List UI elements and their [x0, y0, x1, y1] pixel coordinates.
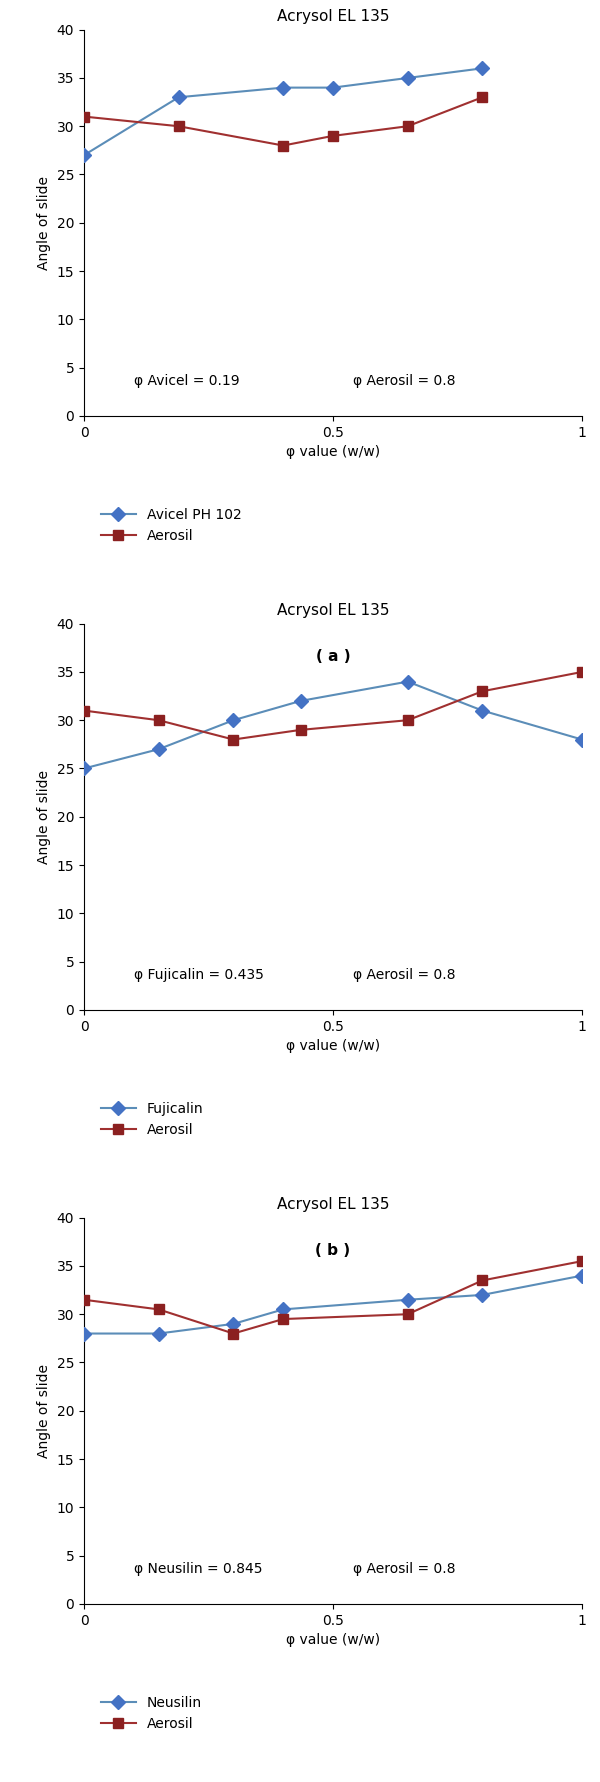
Neusilin — [80, 1322, 88, 1344]
Aerosil — [155, 1299, 163, 1320]
Line: Aerosil: Aerosil — [79, 1256, 587, 1338]
Neusilin — [230, 1313, 237, 1335]
Text: ( a ): ( a ) — [316, 649, 350, 665]
Title: Acrysol EL 135: Acrysol EL 135 — [277, 1198, 389, 1212]
Text: φ Neusilin = 0.845: φ Neusilin = 0.845 — [134, 1561, 262, 1575]
Y-axis label: Angle of slide: Angle of slide — [37, 770, 51, 864]
Title: Acrysol EL 135: Acrysol EL 135 — [277, 9, 389, 25]
Avicel PH 102 — [479, 57, 486, 78]
Title: Acrysol EL 135: Acrysol EL 135 — [277, 604, 389, 618]
Fujicalin — [230, 709, 237, 731]
Neusilin — [280, 1299, 287, 1320]
Line: Aerosil: Aerosil — [79, 666, 587, 745]
Aerosil — [230, 1322, 237, 1344]
Neusilin — [404, 1288, 412, 1310]
Aerosil — [404, 1303, 412, 1324]
Aerosil — [578, 1251, 586, 1272]
Text: φ Aerosil = 0.8: φ Aerosil = 0.8 — [353, 968, 455, 982]
Legend: Neusilin, Aerosil: Neusilin, Aerosil — [101, 1696, 202, 1730]
Avicel PH 102 — [175, 87, 182, 109]
Line: Avicel PH 102: Avicel PH 102 — [79, 64, 487, 160]
Aerosil — [404, 116, 412, 137]
X-axis label: φ value (w/w): φ value (w/w) — [286, 446, 380, 460]
Line: Aerosil: Aerosil — [79, 93, 487, 150]
Legend: Avicel PH 102, Aerosil: Avicel PH 102, Aerosil — [101, 508, 241, 544]
Aerosil — [578, 661, 586, 683]
Aerosil — [329, 125, 337, 146]
Aerosil — [479, 681, 486, 702]
Avicel PH 102 — [404, 68, 412, 89]
Aerosil — [80, 1288, 88, 1310]
Aerosil — [297, 720, 304, 741]
Aerosil — [80, 700, 88, 722]
Aerosil — [280, 1308, 287, 1329]
Fujicalin — [578, 729, 586, 750]
Text: ( b ): ( b ) — [316, 1242, 350, 1258]
Text: φ Aerosil = 0.8: φ Aerosil = 0.8 — [353, 374, 455, 388]
Neusilin — [479, 1285, 486, 1306]
Y-axis label: Angle of slide: Angle of slide — [37, 1363, 51, 1458]
Fujicalin — [404, 670, 412, 691]
Aerosil — [404, 709, 412, 731]
Fujicalin — [479, 700, 486, 722]
Line: Fujicalin: Fujicalin — [79, 677, 587, 773]
Text: φ Aerosil = 0.8: φ Aerosil = 0.8 — [353, 1561, 455, 1575]
Aerosil — [230, 729, 237, 750]
Neusilin — [155, 1322, 163, 1344]
Avicel PH 102 — [280, 77, 287, 98]
Aerosil — [479, 87, 486, 109]
Text: φ Avicel = 0.19: φ Avicel = 0.19 — [134, 374, 239, 388]
Legend: Fujicalin, Aerosil: Fujicalin, Aerosil — [101, 1101, 203, 1137]
Aerosil — [175, 116, 182, 137]
Aerosil — [280, 135, 287, 157]
Fujicalin — [297, 690, 304, 711]
Line: Neusilin: Neusilin — [79, 1271, 587, 1338]
Avicel PH 102 — [80, 144, 88, 166]
X-axis label: φ value (w/w): φ value (w/w) — [286, 1039, 380, 1053]
Neusilin — [578, 1265, 586, 1287]
Aerosil — [80, 105, 88, 127]
Fujicalin — [80, 757, 88, 779]
Fujicalin — [155, 738, 163, 759]
Aerosil — [479, 1271, 486, 1292]
Aerosil — [155, 709, 163, 731]
X-axis label: φ value (w/w): φ value (w/w) — [286, 1632, 380, 1647]
Text: φ Fujicalin = 0.435: φ Fujicalin = 0.435 — [134, 968, 263, 982]
Y-axis label: Angle of slide: Angle of slide — [37, 176, 51, 269]
Avicel PH 102 — [329, 77, 337, 98]
